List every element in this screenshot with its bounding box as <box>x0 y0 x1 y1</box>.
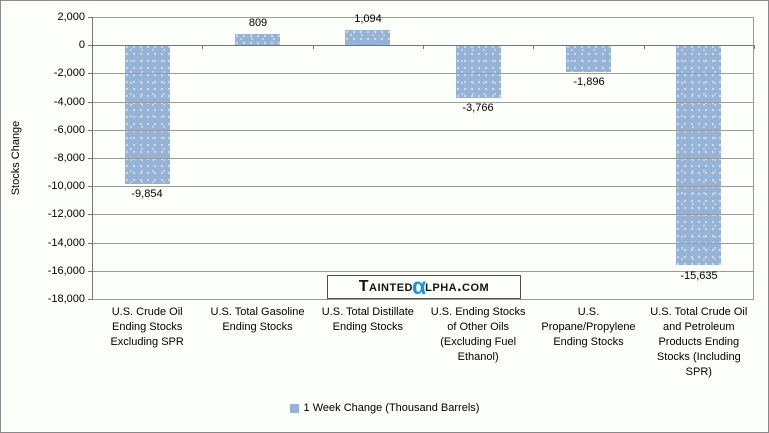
gridline <box>92 73 754 74</box>
watermark-text-left: Tainted <box>358 278 413 295</box>
plot-area: -9,854 809 1,094 -3,766 -1,896 -15,635 <box>88 13 755 300</box>
y-axis-tick-mark <box>88 17 92 18</box>
gridline <box>92 102 754 103</box>
bar-value-label: -15,635 <box>680 270 718 282</box>
gridline <box>92 243 754 244</box>
y-axis-tick-mark <box>88 102 92 103</box>
y-axis-tick-label: -4,000 <box>53 96 85 108</box>
y-axis-tick-mark <box>88 186 92 187</box>
gridline <box>92 186 754 187</box>
y-axis-tick-mark <box>88 214 92 215</box>
category-tick-mark <box>644 45 645 49</box>
bar <box>566 45 611 72</box>
category-tick-mark <box>313 45 314 49</box>
gridline <box>92 214 754 215</box>
watermark: Tainted α lpha.com <box>327 272 521 299</box>
legend-marker <box>289 403 299 413</box>
bar <box>235 34 280 45</box>
x-axis-label: U.S. Total Crude Oil and Petroleum Produ… <box>650 306 748 378</box>
legend: 1 Week Change (Thousand Barrels) <box>1 402 768 414</box>
y-axis-tick-mark <box>88 299 92 300</box>
bar-value-label: 809 <box>248 17 268 29</box>
x-axis-labels: U.S. Crude Oil Ending Stocks Excluding S… <box>92 305 754 380</box>
x-axis-label: U.S. Total Distillate Ending Stocks <box>321 306 414 333</box>
y-axis-tick-label: 2,000 <box>57 11 85 23</box>
y-axis-tick-label: -10,000 <box>47 180 85 192</box>
legend-label: 1 Week Change (Thousand Barrels) <box>303 402 480 414</box>
category-tick-mark <box>533 45 534 49</box>
y-axis-tick-label: -18,000 <box>47 293 85 305</box>
bar-value-label: -1,896 <box>573 76 605 88</box>
y-axis-tick-label: -14,000 <box>47 237 85 249</box>
gridline <box>92 271 754 272</box>
y-axis-tick-label: -8,000 <box>53 152 85 164</box>
y-axis-tick-mark <box>88 45 92 46</box>
bar <box>345 30 390 45</box>
y-axis-tick-label: -2,000 <box>53 67 85 79</box>
y-axis-tick-label: -12,000 <box>47 208 85 220</box>
y-axis-tick-mark <box>88 243 92 244</box>
y-axis-tick-mark <box>88 73 92 74</box>
bar-value-label: -9,854 <box>131 188 163 200</box>
bar <box>676 45 721 265</box>
category-tick-mark <box>202 45 203 49</box>
category-tick-mark <box>92 45 93 49</box>
y-axis-line <box>92 17 93 299</box>
y-axis-tick-label: 0 <box>78 39 85 51</box>
y-axis-tick-label: -16,000 <box>47 265 85 277</box>
x-axis-label: U.S. Total Gasoline Ending Stocks <box>210 306 305 333</box>
bar <box>125 45 170 184</box>
gridline <box>92 299 754 300</box>
watermark-text-right: lpha.com <box>425 278 490 295</box>
bar-value-label: 1,094 <box>354 13 382 25</box>
gridline <box>92 158 754 159</box>
bar-value-label: -3,766 <box>462 102 494 114</box>
y-axis-tick-mark <box>88 158 92 159</box>
x-axis-label: U.S. Crude Oil Ending Stocks Excluding S… <box>110 306 184 348</box>
y-axis-tick-mark <box>88 271 92 272</box>
x-axis-label: U.S. Ending Stocks of Other Oils (Exclud… <box>430 306 526 363</box>
category-tick-mark <box>754 45 755 49</box>
watermark-alpha-glyph: α <box>412 272 427 299</box>
plot-right-border <box>753 17 754 299</box>
gridline <box>92 17 754 18</box>
category-tick-mark <box>423 45 424 49</box>
bar <box>456 45 501 98</box>
gridline <box>92 130 754 131</box>
y-axis-tick-label: -6,000 <box>53 124 85 136</box>
x-axis-label: U.S. Propane/Propylene Ending Stocks <box>541 306 636 348</box>
y-axis-tick-mark <box>88 130 92 131</box>
